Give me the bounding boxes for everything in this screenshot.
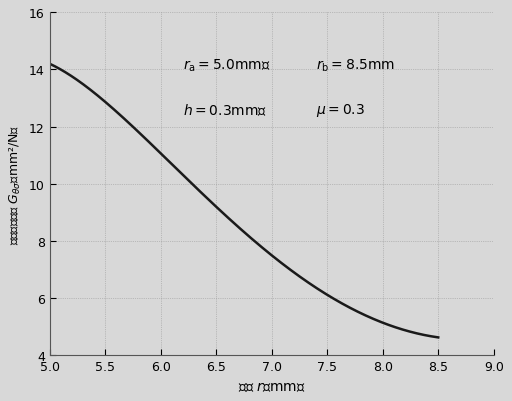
Text: $h=0.3\mathrm{mm}$；: $h=0.3\mathrm{mm}$； bbox=[183, 102, 267, 118]
Text: $r_\mathrm{a}=5.0\mathrm{mm}$；: $r_\mathrm{a}=5.0\mathrm{mm}$； bbox=[183, 58, 270, 74]
Text: $r_\mathrm{b}=8.5\mathrm{mm}$: $r_\mathrm{b}=8.5\mathrm{mm}$ bbox=[316, 58, 395, 74]
X-axis label: 半径 $r$（mm）: 半径 $r$（mm） bbox=[238, 379, 306, 393]
Text: $\mu=0.3$: $\mu=0.3$ bbox=[316, 102, 365, 119]
Y-axis label: 周向应力系数 $G_{\theta\sigma}$（mm²/N）: 周向应力系数 $G_{\theta\sigma}$（mm²/N） bbox=[8, 124, 24, 244]
